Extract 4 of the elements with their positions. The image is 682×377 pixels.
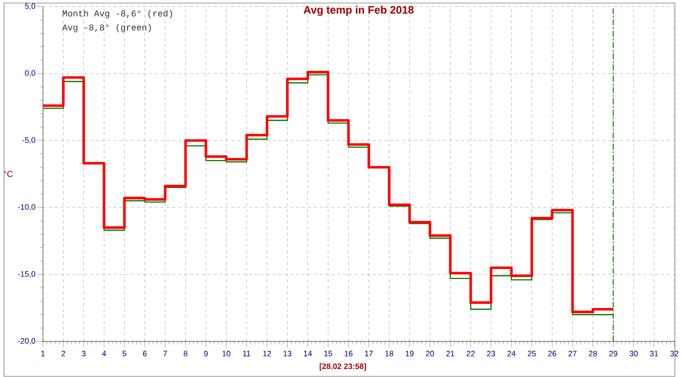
y-axis-title: °C [4, 170, 13, 178]
annotation: Month Avg -8,6° (red) [62, 10, 172, 18]
annotation: Avg -8,8° (green) [62, 24, 151, 32]
chart-title: Avg temp in Feb 2018 [304, 6, 414, 16]
